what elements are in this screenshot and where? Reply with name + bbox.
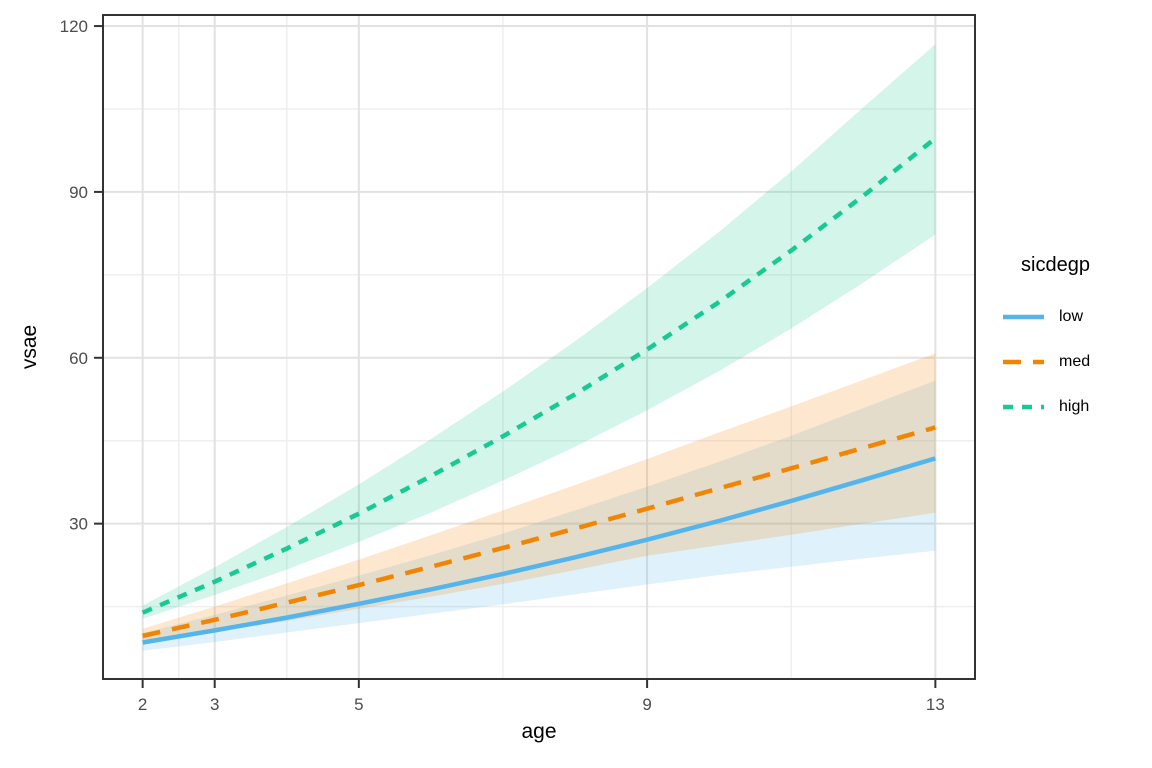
x-tick-label: 3	[210, 695, 219, 714]
x-tick-label: 13	[926, 695, 945, 714]
legend-label-low: low	[1059, 307, 1084, 325]
legend-item-high: high	[1003, 391, 1148, 422]
smooth-line-med	[142, 425, 936, 639]
legend-title: sicdegp	[1021, 254, 1090, 276]
ribbon-med	[142, 353, 936, 642]
legend-item-med: med	[1003, 346, 1148, 377]
y-tick-label: 120	[60, 17, 88, 36]
legend-label-high: high	[1059, 397, 1090, 415]
x-tick-label: 2	[138, 695, 147, 714]
y-tick-label: 30	[69, 515, 88, 534]
ribbon-low	[142, 380, 936, 651]
x-axis-title: age	[521, 720, 557, 743]
smooth-line-low	[142, 456, 937, 645]
x-tick-label: 5	[354, 695, 363, 714]
panel-border	[102, 14, 976, 680]
legend-key-line-med	[1003, 359, 1044, 364]
ribbon-high	[142, 44, 936, 619]
legend-label-med: med	[1059, 352, 1091, 370]
y-axis-title: vsae	[18, 324, 41, 370]
y-tick-label: 60	[69, 349, 88, 368]
legend-key-line-high	[1003, 404, 1044, 409]
y-tick-label: 90	[69, 183, 88, 202]
smooth-line-high	[141, 136, 937, 615]
x-tick-label: 9	[642, 695, 651, 714]
legend: sicdegp low med high	[1003, 254, 1148, 436]
legend-key-line-low	[1003, 314, 1044, 319]
legend-item-low: low	[1003, 301, 1148, 332]
